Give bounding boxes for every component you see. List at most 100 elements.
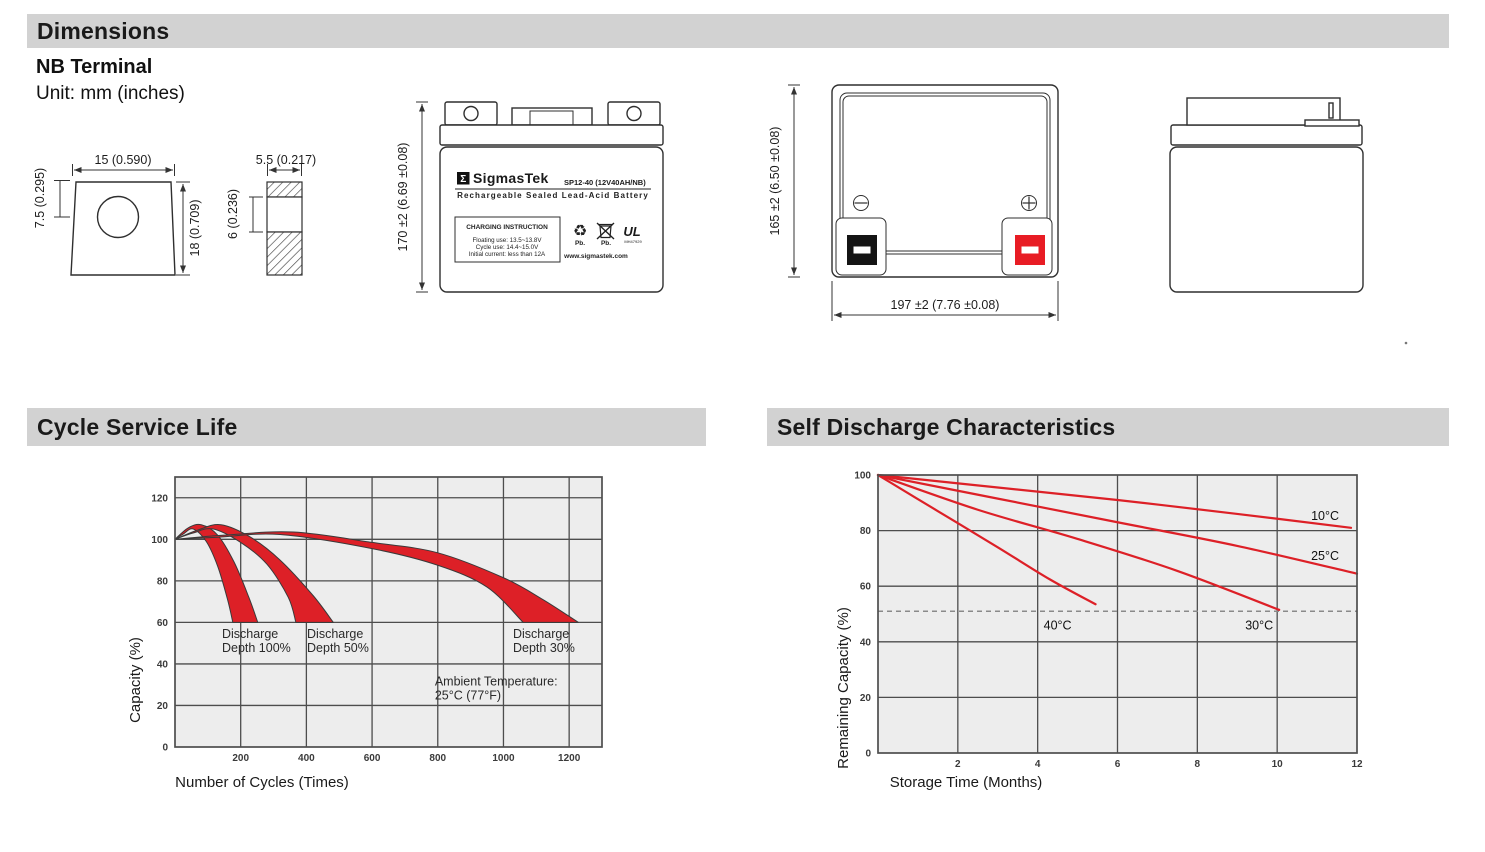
terminal-side-view: 5.5 (0.217) 6 (0.236) [226,153,316,276]
stray-dot [1404,341,1408,345]
x-tick-label: 1000 [492,753,515,764]
terminal-side-width-dimension: 5.5 (0.217) [256,153,316,167]
battery-side-view [1169,97,1364,293]
charging-instruction-box [454,216,561,263]
dimensions-section-bar: Dimensions [27,14,1449,48]
x-tick-label: 2 [955,759,961,770]
website-url: www.sigmastek.com [563,253,628,260]
self-discharge-title: Self Discharge Characteristics [777,413,1116,440]
self-discharge-section-bar: Self Discharge Characteristics [767,408,1449,446]
chart-annotation: Discharge Depth 30% [513,627,575,655]
terminal-height-dimension: 18 (0.709) [188,200,202,257]
x-tick-label: 10 [1272,759,1284,770]
dimensions-section-title: Dimensions [37,17,170,44]
self-discharge-chart: 2 4 6 8 10 12 0 20 40 60 80 100 10°C 25°C 30°C 40°C Rem… [835,471,1363,792]
band-discharge-depth-30- [174,531,579,623]
battery-side-lid [1170,124,1363,146]
positive-terminal-bar [1021,246,1039,254]
terminal-hole [96,195,140,239]
chart-annotation: Ambient Temperature: 25°C (77°F) [435,675,558,703]
x-tick-label: 6 [1115,759,1121,770]
unit-note: Unit: mm (inches) [36,83,185,104]
cycle-service-life-title: Cycle Service Life [37,413,238,440]
x-tick-label: 8 [1195,759,1201,770]
y-tick-label: 60 [157,618,169,629]
x-tick-label: 1200 [558,753,581,764]
dimension-drawings: 15 (0.590) 7.5 (0.295) 18 (0.709) 5.5 (0… [33,84,1408,345]
y-tick-label: 80 [860,526,872,537]
x-tick-label: 800 [429,753,446,764]
series-25-c [876,473,1359,575]
self-discharge-y-axis-label: Remaining Capacity (%) [835,607,852,769]
y-tick-label: 0 [162,743,168,754]
band-discharge-depth-100- [174,523,259,623]
series-label: 25°C [1311,549,1339,563]
brand-name: SigmasTek [473,170,549,186]
x-tick-label: 200 [232,753,249,764]
cycle-chart-x-axis-label: Number of Cycles (Times) [175,774,349,791]
terminal-side-bottom-hatch [266,231,303,276]
battery-top-view: 165 ±2 (6.50 ±0.08) 197 ±2 (7.76 ±0.08) [768,84,1059,321]
svg-text:Pb.: Pb. [601,240,611,247]
svg-text:Σ: Σ [460,174,466,185]
y-tick-label: 40 [860,637,872,648]
battery-body [439,146,664,293]
cycle-service-life-chart: 200 400 600 800 1000 1200 0 20 40 60 80 100 120 Disch… [127,476,603,791]
battery-top-width-dimension: 197 ±2 (7.76 ±0.08) [891,298,1000,312]
nb-terminal-heading: NB Terminal [36,56,153,78]
ul-mark-icon: UL [623,224,640,239]
negative-vent-icon [853,195,869,211]
charging-line-3: Initial current: less than 12A [469,251,546,258]
terminal-hole-offset-dimension: 7.5 (0.295) [33,168,47,228]
y-tick-label: 120 [151,493,168,504]
ul-file-number: MH47929 [624,239,642,244]
battery-side-terminal-pin [1328,102,1334,119]
battery-type-subtitle: Rechargeable Sealed Lead-Acid Battery [457,191,649,200]
terminal-side-middle [266,196,303,233]
chart-annotation: Discharge Depth 100% [222,627,291,655]
y-tick-label: 60 [860,582,872,593]
series-label: 30°C [1245,618,1273,632]
y-tick-label: 20 [860,693,872,704]
battery-lid [439,124,664,146]
battery-front-view: 170 ±2 (6.69 ±0.08) Σ SigmasTek SP12-40 … [396,101,664,293]
battery-top-height-dimension: 165 ±2 (6.50 ±0.08) [768,127,782,236]
charging-line-2: Cycle use: 14.4~15.0V [476,244,539,251]
svg-text:Pb.: Pb. [575,240,585,247]
y-tick-label: 100 [151,535,168,546]
terminal-side-mid-dimension: 6 (0.236) [226,189,240,239]
chart-annotation: Discharge Depth 50% [307,627,369,655]
terminal-side-top-hatch [266,181,303,198]
y-tick-label: 80 [157,576,169,587]
sigma-logo-icon [457,172,470,185]
terminal-cap-hole-left [463,105,479,122]
cycle-service-life-section-bar: Cycle Service Life [27,408,706,446]
series-40-c [876,473,1097,606]
battery-side-ledge [1304,119,1360,127]
self-discharge-x-axis-label: Storage Time (Months) [890,774,1043,791]
positive-vent-icon [1021,195,1037,211]
series-label: 40°C [1044,618,1072,632]
charging-line-1: Floating use: 13.5~13.8V [473,237,543,244]
y-tick-label: 40 [157,659,169,670]
series-10-c [876,473,1353,529]
negative-terminal-minus [853,246,871,254]
battery-height-dimension: 170 ±2 (6.69 ±0.08) [396,143,410,252]
crossed-bin-pb-icon [596,222,615,240]
recycle-pb-icon: ♻ [573,221,587,240]
band-discharge-depth-50- [174,524,334,623]
terminal-front-view: 15 (0.590) 7.5 (0.295) 18 (0.709) [33,153,202,276]
charging-title: CHARGING INSTRUCTION [466,224,548,231]
cycle-chart-y-axis-label: Capacity (%) [127,637,144,723]
series-30-c [876,473,1281,611]
model-number: SP12-40 (12V40AH/NB) [564,178,646,187]
battery-label: Σ SigmasTek SP12-40 (12V40AH/NB) Recharg… [454,170,651,263]
y-tick-label: 20 [157,701,169,712]
y-tick-label: 100 [854,471,871,482]
x-tick-label: 4 [1035,759,1041,770]
battery-side-body [1169,146,1364,293]
y-tick-label: 0 [865,749,871,760]
terminal-cap-hole-right [626,105,642,122]
x-tick-label: 600 [364,753,381,764]
